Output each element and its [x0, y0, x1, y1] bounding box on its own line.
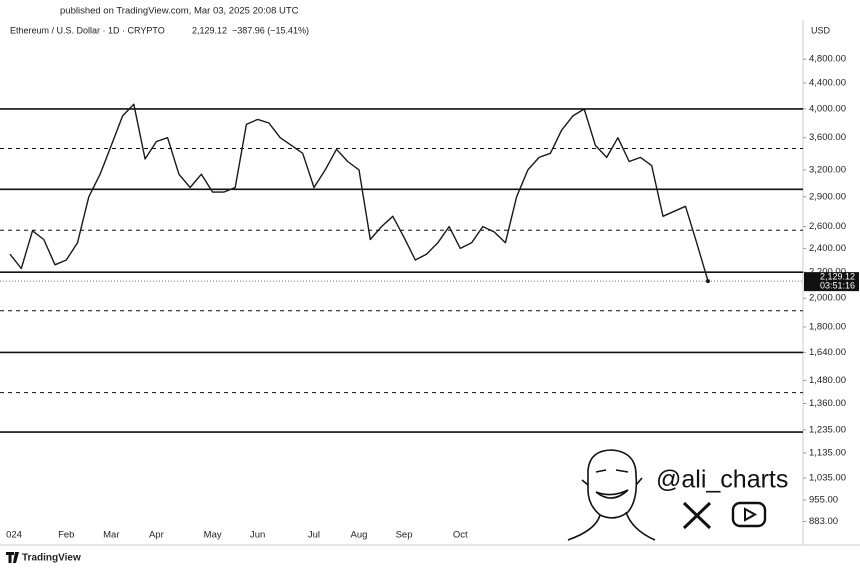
y-tick-label: 3,600.00	[809, 132, 846, 143]
y-tick-label: 2,600.00	[809, 221, 846, 232]
y-tick-label: 4,400.00	[809, 77, 846, 88]
y-tick-label: 883.00	[809, 516, 838, 527]
y-tick-label: 1,800.00	[809, 321, 846, 332]
y-tick-label: 1,360.00	[809, 398, 846, 409]
y-tick-label: 955.00	[809, 495, 838, 506]
published-note: published on TradingView.com, Mar 03, 20…	[60, 6, 299, 17]
y-tick-label: 4,000.00	[809, 103, 846, 114]
y-tick-label: 2,400.00	[809, 243, 846, 254]
x-tick-label: Jul	[308, 530, 320, 541]
x-tick-label: Sep	[396, 530, 413, 541]
last-point	[706, 279, 710, 284]
overlay-bg	[555, 448, 801, 544]
price-tag-value: 2,129.12	[820, 272, 855, 282]
currency: USD	[811, 25, 831, 35]
y-tick-label: 3,200.00	[809, 164, 846, 175]
y-tick-label: 2,900.00	[809, 191, 846, 202]
brand-logo	[6, 552, 19, 563]
price-tag	[804, 272, 859, 292]
x-tick-label: Apr	[149, 530, 164, 541]
header-change: −387.96 (−15.41%)	[232, 25, 309, 35]
x-icon	[682, 501, 712, 530]
brand: TradingView	[22, 553, 81, 564]
x-tick-label: Jun	[250, 530, 265, 541]
y-tick-label: 1,035.00	[809, 473, 846, 484]
price-line-series	[9, 103, 709, 282]
x-tick-label: Oct	[453, 530, 468, 541]
x-tick-label: May	[204, 530, 222, 541]
face-icon	[567, 449, 656, 541]
x-tick-label: Feb	[58, 530, 74, 541]
y-tick-label: 1,235.00	[809, 424, 846, 435]
x-tick-label: Aug	[351, 530, 368, 541]
header-price: 2,129.12	[192, 25, 227, 35]
youtube-icon	[731, 501, 767, 528]
y-tick-label: 1,640.00	[809, 347, 846, 358]
y-tick-label: 1,135.00	[809, 447, 846, 458]
x-tick-label: 024	[6, 530, 22, 541]
watermark-handle: @ali_charts	[656, 466, 788, 494]
youtube-play	[744, 507, 758, 522]
y-tick-label: 2,000.00	[809, 293, 846, 304]
x-tick-label: Mar	[103, 530, 119, 541]
price-tag-countdown: 03:51:16	[820, 281, 855, 291]
symbol: Ethereum / U.S. Dollar · 1D · CRYPTO	[10, 25, 165, 35]
y-tick-label: 1,480.00	[809, 375, 846, 386]
y-tick-label: 4,800.00	[809, 54, 846, 65]
watermark-overlay: @ali_charts	[555, 448, 801, 544]
